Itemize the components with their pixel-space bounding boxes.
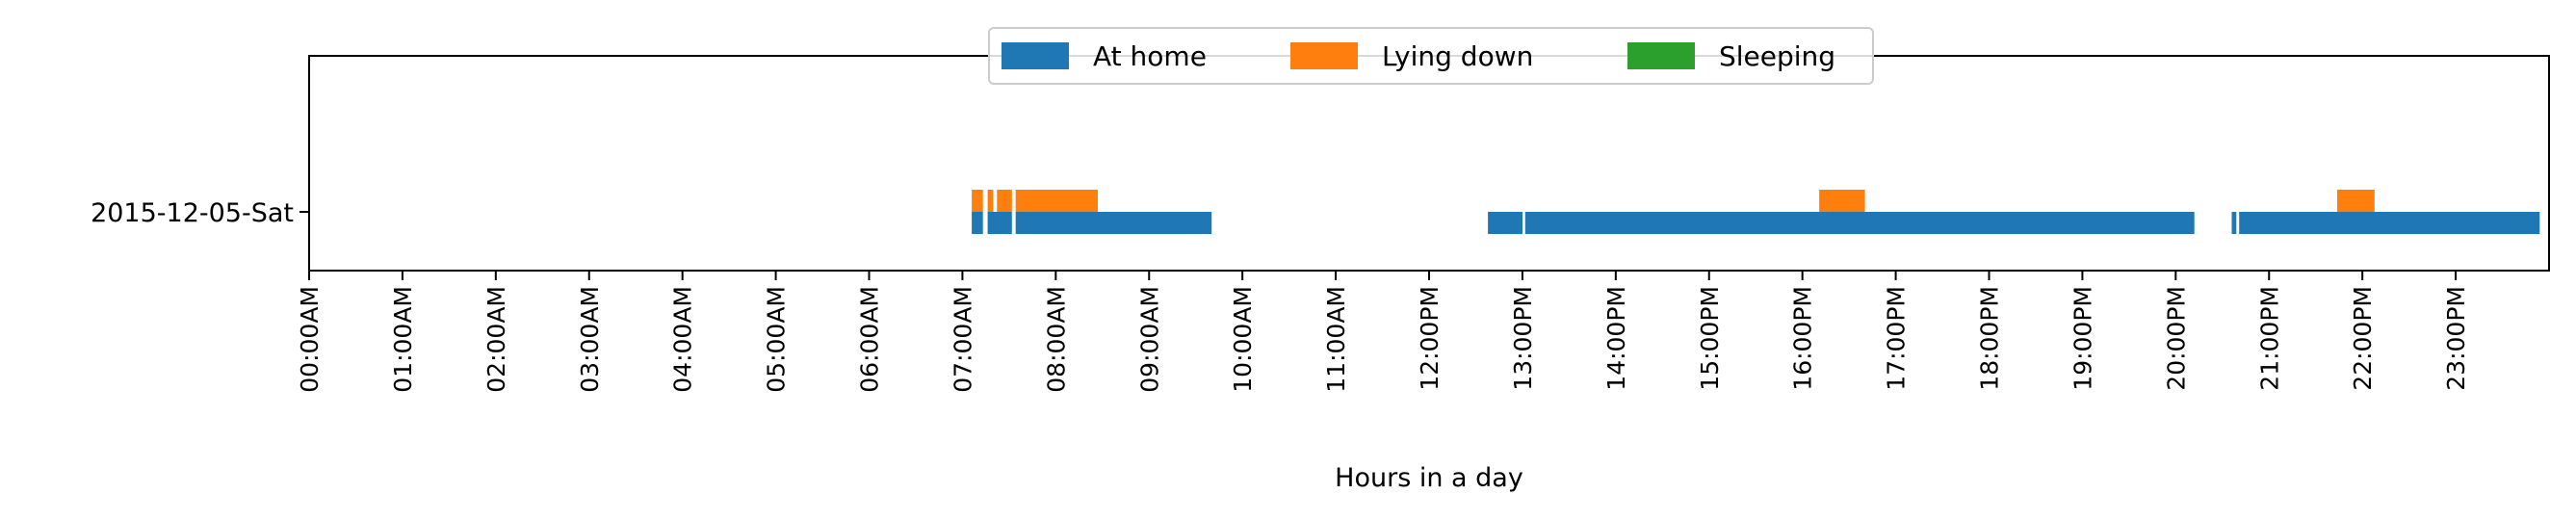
x-tick-label: 22:00PM	[2349, 286, 2377, 391]
at-home-bar	[2239, 212, 2540, 234]
interval-bars	[972, 190, 2540, 234]
x-tick-label: 04:00AM	[669, 286, 697, 393]
lying-down-series	[972, 190, 2375, 212]
at-home-bar	[1488, 212, 1522, 234]
x-tick-label: 11:00AM	[1322, 286, 1350, 393]
x-tick-label: 23:00PM	[2442, 286, 2470, 391]
at-home-bar	[1524, 212, 2195, 234]
y-tick-label: 2015-12-05-Sat	[91, 198, 294, 228]
x-tick-label: 00:00AM	[296, 286, 324, 393]
x-tick-label: 21:00PM	[2255, 286, 2283, 391]
lying-down-bar	[972, 190, 983, 212]
legend-frame	[988, 27, 1874, 85]
legend-label: At home	[1093, 40, 1207, 72]
lying-down-bar	[1015, 190, 1098, 212]
at-home-bar	[2231, 212, 2237, 234]
lying-down-bar	[2337, 190, 2375, 212]
legend-swatch	[1627, 42, 1695, 69]
legend: At home Lying down Sleeping	[988, 27, 1874, 85]
legend-item-sleeping: Sleeping	[1627, 40, 1835, 72]
at-home-series	[972, 212, 2540, 234]
legend-item-lying-down: Lying down	[1290, 40, 1533, 72]
x-tick-label: 01:00AM	[389, 286, 417, 393]
x-tick-label: 08:00AM	[1042, 286, 1070, 393]
x-tick-label: 12:00PM	[1416, 286, 1444, 391]
legend-swatch	[1002, 42, 1069, 69]
x-tick-label: 02:00AM	[482, 286, 510, 393]
x-tick-label: 15:00PM	[1696, 286, 1724, 391]
x-tick-label: 09:00AM	[1135, 286, 1163, 393]
legend-item-at-home: At home	[1002, 40, 1207, 72]
x-tick-label: 05:00AM	[763, 286, 791, 393]
plot-frame	[308, 55, 2550, 272]
x-tick-label: 18:00PM	[1976, 286, 2004, 391]
y-axis: 2015-12-05-Sat	[91, 198, 309, 228]
legend-swatch	[1290, 42, 1358, 69]
at-home-bar	[972, 212, 983, 234]
lying-down-bar	[997, 190, 1012, 212]
at-home-bar	[987, 212, 1012, 234]
lying-down-bar	[987, 190, 994, 212]
x-tick-label: 20:00PM	[2162, 286, 2190, 391]
x-tick-label: 07:00AM	[949, 286, 976, 393]
at-home-bar	[1015, 212, 1212, 234]
x-tick-label: 14:00PM	[1602, 286, 1630, 391]
legend-label: Sleeping	[1719, 40, 1835, 72]
x-tick-label: 17:00PM	[1883, 286, 1911, 391]
x-tick-label: 13:00PM	[1509, 286, 1537, 391]
x-axis: 00:00AM 01:00AM 02:00AM 03:00AM 04:00AM 05:00…	[296, 271, 2470, 393]
legend-label: Lying down	[1382, 40, 1533, 72]
x-tick-label: 06:00AM	[856, 286, 884, 393]
x-tick-label: 16:00PM	[1789, 286, 1817, 391]
lying-down-bar	[1819, 190, 1865, 212]
x-tick-label: 03:00AM	[576, 286, 604, 393]
x-tick-label: 19:00PM	[2069, 286, 2096, 391]
x-axis-label: Hours in a day	[1335, 463, 1523, 493]
x-tick-label: 10:00AM	[1229, 286, 1257, 393]
